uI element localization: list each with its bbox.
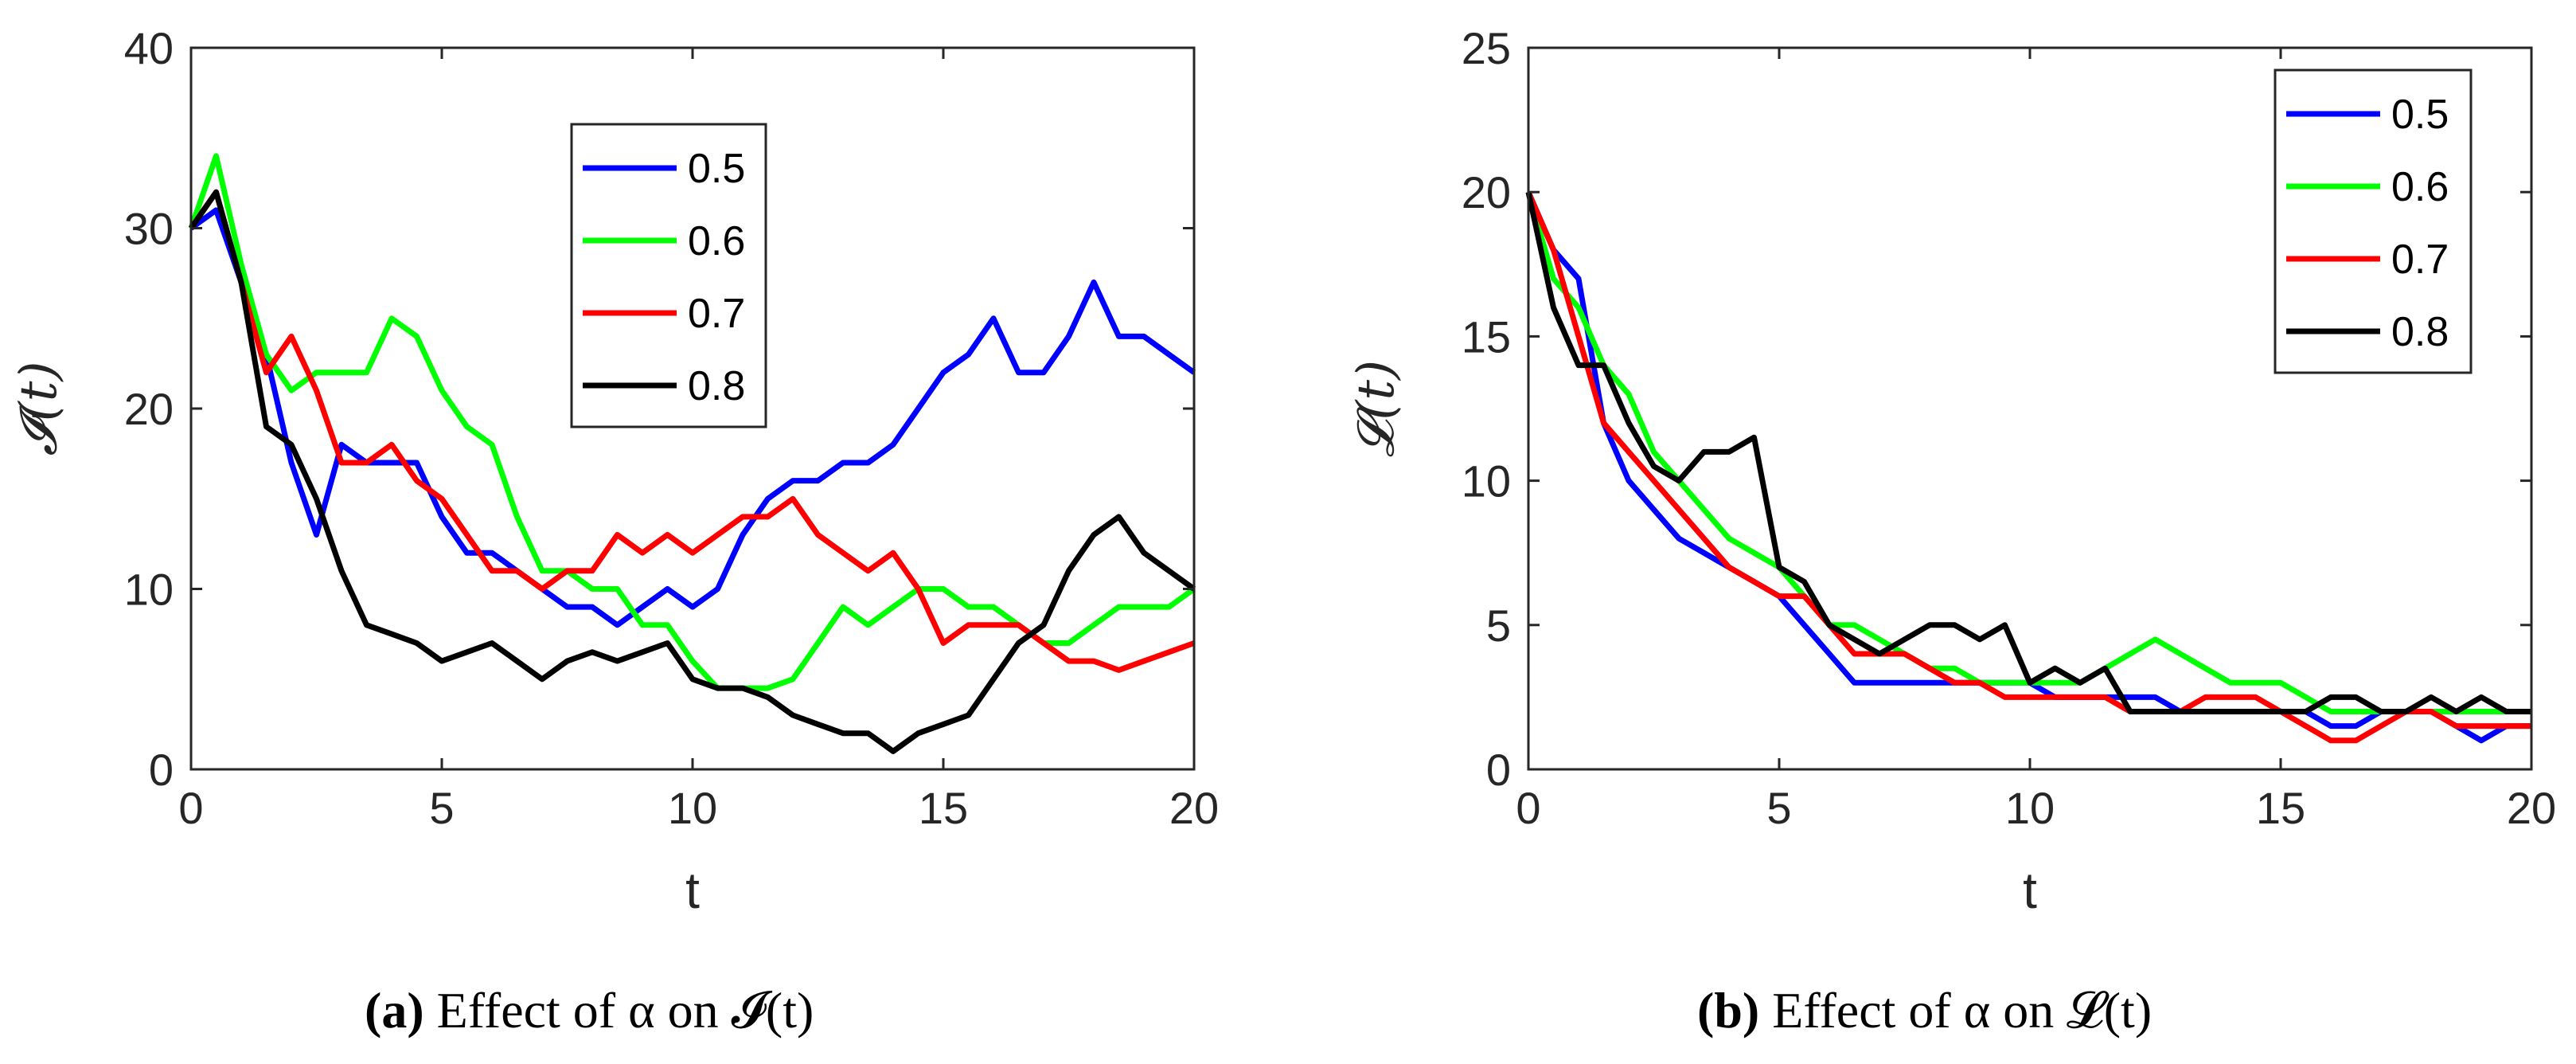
y-tick-label: 15 — [1462, 311, 1511, 362]
caption-b-tag: (b) — [1697, 982, 1760, 1039]
y-tick-label: 0 — [149, 745, 174, 795]
legend-label: 0.5 — [2391, 92, 2449, 138]
series-line-0.8 — [1525, 191, 2531, 714]
y-tick-label: 10 — [124, 565, 174, 615]
y-tick-label: 20 — [1462, 167, 1511, 217]
legend: 0.5 0.6 0.7 0.8 — [570, 123, 767, 428]
y-axis-label: 𝓛(t) — [1347, 360, 1406, 457]
series-line-0.7 — [189, 189, 1196, 673]
x-tick-label: 0 — [1516, 783, 1540, 833]
x-tick-label: 15 — [919, 783, 968, 833]
caption-b: (b) Effect of α on 𝓛(t) — [1697, 981, 2152, 1040]
y-tick-label: 25 — [1462, 23, 1511, 73]
series-line-0.5 — [189, 207, 1196, 628]
caption-a-text: Effect of α on 𝓘(t) — [436, 982, 814, 1039]
x-tick-label: 20 — [2507, 783, 2556, 833]
y-tick-label: 40 — [124, 23, 174, 73]
x-tick-label: 20 — [1169, 783, 1219, 833]
legend-label: 0.7 — [688, 291, 745, 337]
x-tick-label: 10 — [2005, 783, 2055, 833]
y-tick-label: 30 — [124, 204, 174, 254]
y-axis-label: 𝓘(t) — [10, 362, 68, 456]
legend-label: 0.6 — [2391, 164, 2449, 210]
legend-label: 0.5 — [688, 146, 745, 192]
x-tick-label: 0 — [178, 783, 203, 833]
series-line-0.8 — [189, 189, 1196, 754]
panel-a: 0 5 10 15 20 0 10 20 30 40 t 𝓘(t) 0.5 0.6 0.7 0.8 — [10, 23, 1219, 919]
legend-label: 0.6 — [688, 218, 745, 264]
caption-b-text: Effect of α on 𝓛(t) — [1772, 982, 2153, 1039]
x-tick-label: 5 — [429, 783, 454, 833]
caption-a-tag: (a) — [365, 982, 424, 1039]
legend-label: 0.8 — [2391, 309, 2449, 355]
legend-box — [2274, 68, 2473, 374]
x-axis-label: t — [685, 862, 700, 919]
y-tick-label: 20 — [124, 384, 174, 434]
series-line-0.7 — [1525, 190, 2531, 744]
y-tick-label: 10 — [1462, 456, 1511, 507]
caption-a: (a) Effect of α on 𝓘(t) — [365, 981, 814, 1040]
legend-label: 0.7 — [2391, 237, 2449, 283]
legend-label: 0.8 — [688, 363, 745, 409]
x-axis-label: t — [2023, 862, 2037, 919]
x-tick-label: 5 — [1766, 783, 1791, 833]
x-tick-label: 10 — [668, 783, 717, 833]
legend-box — [570, 123, 767, 428]
y-tick-label: 5 — [1486, 600, 1511, 651]
y-tick-label: 0 — [1486, 745, 1511, 795]
panel-b: 0 5 10 15 20 0 5 10 15 20 25 t 𝓛(t) 0.5 0.6 0.7 0.8 — [1347, 23, 2556, 919]
legend: 0.5 0.6 0.7 0.8 — [2274, 68, 2473, 374]
x-tick-label: 15 — [2256, 783, 2305, 833]
